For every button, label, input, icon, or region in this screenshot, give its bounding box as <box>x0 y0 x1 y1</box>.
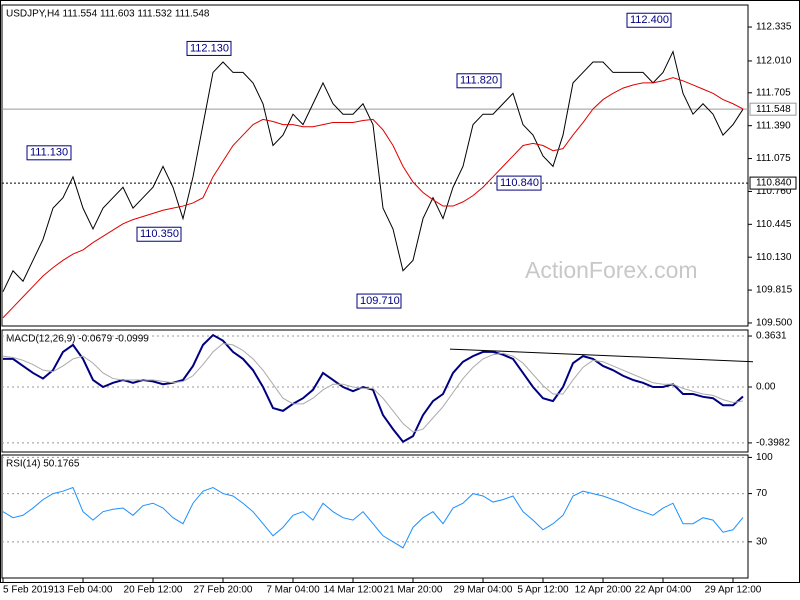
x-tick-label: 7 Mar 04:00 <box>266 585 320 596</box>
series-line <box>2 342 744 433</box>
trendline <box>449 348 754 363</box>
x-tick-label: 21 Mar 20:00 <box>384 585 443 596</box>
series-line <box>2 77 744 319</box>
watermark: ActionForex.com <box>525 257 698 283</box>
annotation-label: 109.710 <box>360 295 400 307</box>
y-tick-label: 112.010 <box>756 56 792 67</box>
series-line <box>2 486 744 549</box>
y-tick-label: 111.390 <box>756 120 791 131</box>
y-tick-label: 110.130 <box>756 252 792 263</box>
y-tick-label: 112.335 <box>756 22 792 33</box>
pane-title: RSI(14) 50.1765 <box>6 459 80 470</box>
annotation-box <box>136 226 182 242</box>
annotation-label: 110.840 <box>500 177 539 189</box>
x-tick-label: 29 Mar 04:00 <box>454 585 513 596</box>
y-tick-label: -0.3982 <box>756 438 790 449</box>
x-tick-label: 22 Apr 04:00 <box>635 585 692 596</box>
y-tick-label: 110.760 <box>756 186 792 197</box>
annotation-box <box>496 175 542 191</box>
x-tick-label: 20 Feb 12:00 <box>124 585 183 596</box>
x-tick-label: 13 Feb 04:00 <box>54 585 113 596</box>
y-tick-label: 0.3631 <box>756 331 787 342</box>
annotation-label: 112.400 <box>630 14 669 26</box>
pane <box>1 454 749 579</box>
x-tick-label: 12 Apr 20:00 <box>575 585 632 596</box>
annotation-label: 110.350 <box>140 228 179 240</box>
y-tick-label: 100 <box>756 452 773 463</box>
frame <box>0 0 800 583</box>
x-tick-label: 29 Apr 12:00 <box>705 585 762 596</box>
annotation-box <box>356 293 402 309</box>
annotation-label: 112.130 <box>190 42 229 54</box>
annotation-box <box>626 12 672 28</box>
y-tick-label: 111.075 <box>756 153 791 164</box>
x-tick-label: 27 Feb 20:00 <box>194 585 253 596</box>
pane <box>1 329 749 453</box>
y-tick-label: 109.815 <box>756 285 793 296</box>
y-tick-label: 110.445 <box>756 219 792 230</box>
level-label: 111.548 <box>756 104 791 115</box>
x-tick-label: 14 Mar 12:00 <box>324 585 383 596</box>
y-tick-label: 0.00 <box>756 382 776 393</box>
level-label: 110.840 <box>756 178 792 189</box>
annotation-box <box>26 145 72 161</box>
series-line <box>2 50 744 292</box>
y-tick-label: 111.705 <box>756 87 791 98</box>
y-tick-label: 30 <box>756 536 768 547</box>
pane-title: USDJPY,H4 111.554 111.603 111.532 111.54… <box>6 9 210 20</box>
level-box <box>749 102 797 116</box>
annotation-label: 111.820 <box>460 75 498 87</box>
annotation-box <box>456 73 502 89</box>
y-tick-label: 70 <box>756 488 768 499</box>
x-tick-label: 5 Feb 2019 <box>3 585 54 596</box>
annotation-box <box>186 40 232 56</box>
annotation-label: 111.130 <box>30 147 68 159</box>
level-box <box>749 176 797 190</box>
series-line <box>3 333 744 444</box>
pane-title: MACD(12,26,9) -0.0679 -0.0999 <box>6 334 149 345</box>
x-tick-label: 5 Apr 12:00 <box>517 585 569 596</box>
y-tick-label: 109.500 <box>756 318 793 329</box>
pane <box>1 4 749 327</box>
